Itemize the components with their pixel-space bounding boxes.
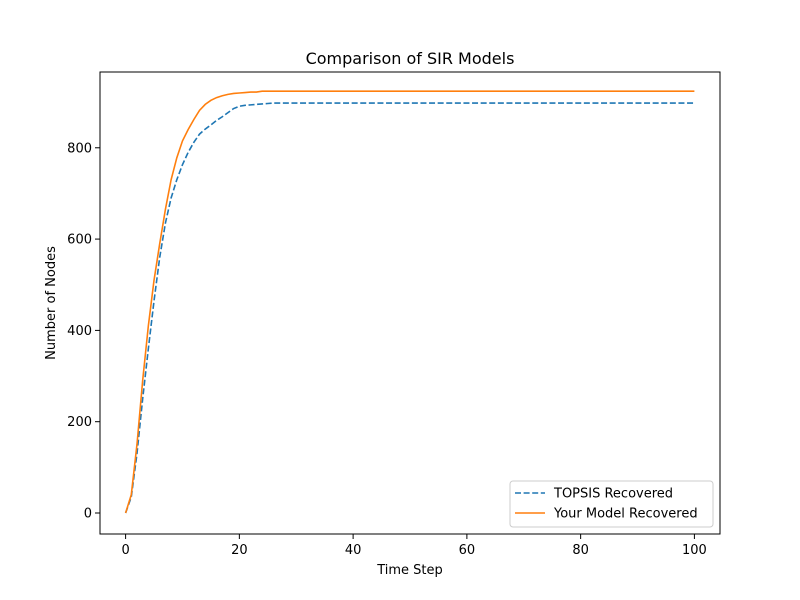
legend-box bbox=[509, 480, 714, 528]
y-tick-label: 600 bbox=[67, 233, 92, 248]
legend: TOPSIS Recovered Your Model Recovered bbox=[509, 480, 714, 528]
x-tick-label: 20 bbox=[231, 543, 248, 558]
y-tick-label: 400 bbox=[67, 324, 92, 339]
y-tick-label: 800 bbox=[67, 141, 92, 156]
y-axis: 0 200 400 600 800 bbox=[67, 141, 100, 522]
axes-frame bbox=[99, 71, 721, 535]
x-axis: 0 20 40 60 80 100 bbox=[121, 534, 707, 558]
series-line-1 bbox=[124, 102, 695, 514]
y-tick-label: 200 bbox=[67, 415, 92, 430]
legend-label-1: TOPSIS Recovered bbox=[553, 487, 673, 502]
x-axis-label: Time Step bbox=[376, 563, 443, 578]
chart-title: Comparison of SIR Models bbox=[306, 49, 515, 68]
x-tick-label: 0 bbox=[121, 543, 129, 558]
legend-label-2: Your Model Recovered bbox=[553, 507, 698, 522]
x-tick-label: 100 bbox=[682, 543, 707, 558]
x-tick-label: 40 bbox=[345, 543, 362, 558]
y-tick-label: 0 bbox=[84, 507, 92, 522]
y-axis-label: Number of Nodes bbox=[44, 246, 59, 360]
plot-area bbox=[124, 90, 695, 514]
x-tick-label: 80 bbox=[572, 543, 589, 558]
x-tick-label: 60 bbox=[459, 543, 476, 558]
series-line-2 bbox=[124, 90, 695, 514]
